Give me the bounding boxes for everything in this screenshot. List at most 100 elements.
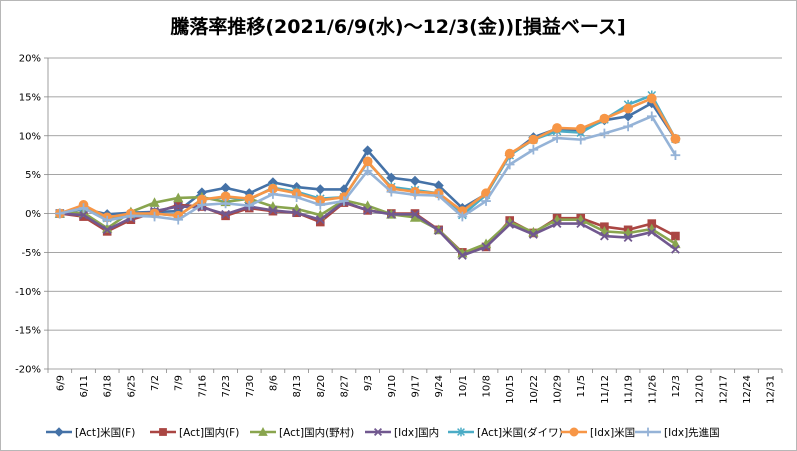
x-tick-label: 12/31 (766, 375, 777, 404)
data-point (504, 159, 515, 170)
grid-lines (48, 57, 782, 370)
legend-item: [Idx]米国 (561, 426, 635, 439)
data-point (528, 230, 538, 239)
data-point (315, 200, 326, 210)
y-tick-label: 5% (25, 170, 41, 181)
data-point (362, 165, 373, 176)
data-point (646, 93, 657, 104)
x-tick-label: 7/30 (245, 375, 256, 397)
data-point (552, 123, 562, 133)
data-point (315, 215, 325, 225)
y-tick-label: 15% (19, 92, 41, 103)
legend-label: [Act]国内(野村) (279, 426, 354, 439)
data-point (268, 189, 278, 199)
data-point (315, 184, 326, 195)
series-3 (54, 191, 681, 258)
y-tick-label: 10% (19, 131, 41, 142)
chart-title: 騰落率推移(2021/6/9(水)～12/3(金))[損益ベース] (169, 15, 625, 38)
legend: [Act]米国(F) [Act]国内(F) [Act]国内(野村) [Idx]国内 [A… (46, 426, 720, 439)
data-point (623, 103, 633, 114)
y-tick-label: -5% (22, 248, 41, 259)
data-point (434, 226, 444, 236)
legend-label: [Act]米国(ダイワ) (477, 426, 563, 439)
data-point (339, 196, 349, 206)
data-point (623, 233, 633, 243)
data-point (220, 198, 231, 209)
y-tick-label: -15% (15, 326, 41, 337)
legend-label: [Idx]米国 (590, 426, 635, 439)
x-tick-label: 8/6 (268, 375, 279, 391)
data-point (575, 123, 586, 134)
y-tick-label: -20% (15, 365, 41, 376)
x-tick-label: 7/16 (197, 375, 208, 397)
data-point (173, 202, 183, 211)
legend-item: [Act]米国(F) (46, 426, 135, 439)
legend-item: [Act]国内(F) (150, 426, 239, 439)
data-point (670, 133, 681, 144)
data-point (386, 172, 397, 183)
x-tick-label: 11/5 (576, 375, 587, 397)
x-tick-label: 11/26 (647, 375, 658, 404)
data-point (221, 211, 230, 221)
data-point (643, 427, 653, 437)
data-point (528, 134, 539, 145)
series-group (54, 90, 681, 260)
legend-item: [Idx]先進国 (635, 427, 720, 439)
x-tick-label: 6/25 (126, 375, 137, 397)
x-tick-label: 10/8 (482, 375, 493, 397)
data-point (481, 196, 491, 206)
data-point (79, 210, 88, 220)
x-tick-label: 8/20 (316, 375, 327, 397)
series-4 (55, 197, 680, 260)
data-point (670, 238, 681, 249)
data-point (159, 428, 167, 436)
data-point (528, 144, 539, 155)
data-point (373, 427, 383, 437)
data-point (386, 209, 396, 219)
data-point (292, 208, 302, 218)
x-tick-label: 12/24 (742, 375, 753, 404)
x-tick-label: 7/2 (150, 375, 161, 391)
x-tick-label: 8/13 (292, 375, 303, 397)
x-axis: 6/9 6/11 6/18 6/25 7/2 7/9 7/16 7/23 7/30 8/6 8/13… (47, 369, 783, 404)
x-tick-label: 12/3 (671, 375, 682, 397)
legend-label: [Idx]国内 (394, 426, 439, 439)
x-tick-label: 6/11 (79, 375, 90, 397)
x-tick-label: 6/18 (103, 375, 114, 397)
legend-label: [Act]国内(F) (179, 426, 239, 439)
x-tick-label: 11/12 (600, 375, 611, 404)
data-point (599, 113, 610, 124)
data-point (457, 251, 467, 260)
data-point (197, 200, 207, 210)
x-tick-label: 6/9 (55, 375, 66, 391)
data-point (258, 427, 268, 436)
data-point (362, 156, 373, 167)
data-point (244, 200, 255, 211)
data-point (55, 208, 65, 219)
x-tick-label: 10/15 (505, 375, 516, 404)
data-point (623, 121, 633, 132)
data-point (552, 219, 562, 229)
data-point (410, 209, 420, 219)
legend-label: [Idx]先進国 (664, 427, 720, 439)
data-point (622, 111, 634, 122)
data-point (410, 190, 420, 200)
data-point (433, 190, 444, 201)
data-point (599, 231, 609, 241)
data-point (149, 197, 160, 207)
x-tick-label: 10/29 (553, 375, 564, 404)
data-point (671, 244, 680, 254)
x-tick-label: 11/19 (624, 375, 635, 404)
data-point (126, 211, 136, 221)
data-point (646, 111, 657, 122)
data-point (173, 214, 184, 225)
data-point (363, 205, 373, 215)
series-7 (55, 111, 681, 226)
data-point (220, 182, 231, 193)
x-tick-label: 10/22 (529, 375, 540, 404)
x-tick-label: 9/3 (363, 375, 374, 391)
y-axis: -20% -15% -10% -5% 0% 5% 10% 15% 20% (15, 54, 49, 376)
x-tick-label: 7/9 (174, 375, 185, 391)
data-point (386, 186, 397, 197)
